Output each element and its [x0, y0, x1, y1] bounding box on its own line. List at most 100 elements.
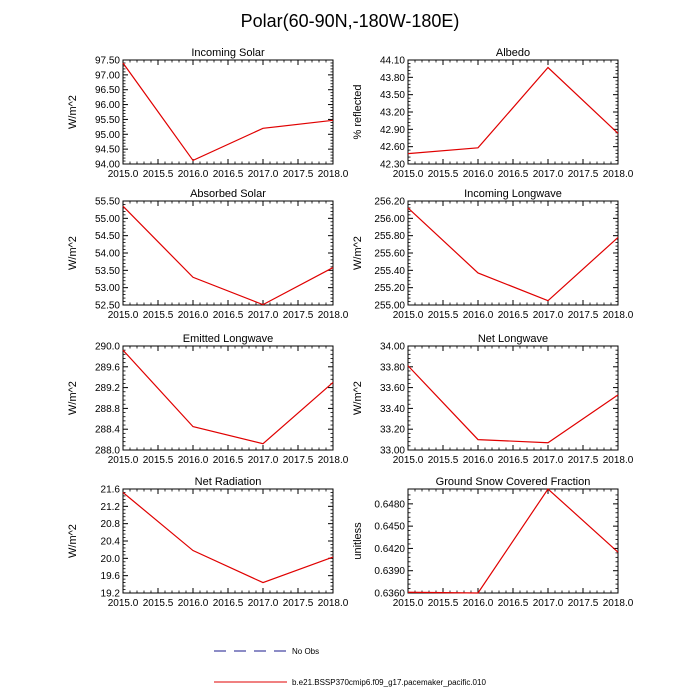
panel-title: Incoming Solar: [191, 47, 265, 59]
panel-1: Incoming Solar W/m^2 2015.0 2015.5 2016.0 201…: [67, 47, 349, 180]
y-tick-label: 255.00: [374, 301, 405, 312]
panels: Incoming Solar W/m^2 2015.0 2015.5 2016.0 201…: [67, 47, 634, 609]
y-tick-label: 19.6: [101, 571, 121, 582]
x-tick-label: 2015.5: [143, 310, 174, 321]
x-tick-label: 2016.0: [178, 455, 209, 466]
y-tick-label: 97.00: [95, 70, 120, 81]
plot-frame: [407, 59, 619, 165]
y-tick-label: 0.6450: [374, 522, 405, 533]
x-tick-label: 2017.0: [248, 455, 279, 466]
x-tick-label: 2016.5: [498, 310, 529, 321]
x-tick-label: 2016.5: [213, 455, 244, 466]
x-tick-label: 2016.0: [463, 455, 494, 466]
y-tick-label: 290.0: [95, 342, 120, 353]
y-tick-label: 20.8: [101, 519, 121, 530]
y-tick-label: 43.50: [380, 90, 405, 101]
y-tick-label: 43.20: [380, 108, 405, 119]
y-tick-label: 55.50: [95, 197, 120, 208]
series-line: [407, 207, 619, 302]
y-tick-label: 95.50: [95, 115, 120, 126]
x-tick-label: 2017.0: [533, 598, 564, 609]
y-tick-label: 21.2: [101, 502, 121, 513]
x-tick-label: 2016.0: [178, 598, 209, 609]
panel-7: Net Radiation W/m^2 2015.0 2015.5 2016.0 2016…: [67, 476, 349, 609]
y-axis-label: % reflected: [352, 84, 364, 139]
y-tick-label: 34.00: [380, 342, 405, 353]
x-tick-label: 2016.5: [213, 310, 244, 321]
x-tick-label: 2018.0: [318, 169, 349, 180]
panel-2: Albedo % reflected 2015.0 2015.5 2016.0 2016.…: [352, 47, 634, 180]
y-axis-label: W/m^2: [67, 95, 79, 129]
y-tick-label: 289.6: [95, 362, 120, 373]
x-tick-label: 2015.5: [428, 310, 459, 321]
panel-title: Ground Snow Covered Fraction: [436, 476, 591, 488]
y-tick-label: 19.2: [101, 589, 121, 600]
y-tick-label: 96.50: [95, 85, 120, 96]
series-line: [122, 205, 334, 306]
y-tick-label: 55.00: [95, 214, 120, 225]
x-tick-label: 2017.0: [533, 310, 564, 321]
plot-frame: [407, 200, 619, 306]
x-tick-label: 2016.5: [213, 598, 244, 609]
x-tick-label: 2017.5: [568, 598, 599, 609]
y-tick-label: 94.50: [95, 145, 120, 156]
x-tick-label: 2018.0: [603, 310, 634, 321]
series-line: [407, 488, 619, 594]
figure-title: Polar(60-90N,-180W-180E): [241, 11, 460, 31]
panel-title: Net Longwave: [478, 333, 548, 345]
x-tick-label: 2018.0: [603, 455, 634, 466]
x-tick-label: 2015.0: [108, 169, 139, 180]
x-tick-label: 2018.0: [318, 310, 349, 321]
legend: No Obs b.e21.BSSP370cmip6.f09_g17.pacemak…: [214, 647, 486, 687]
series-line: [122, 492, 334, 584]
x-tick-label: 2015.5: [143, 455, 174, 466]
x-tick-label: 2015.5: [428, 598, 459, 609]
y-tick-label: 33.40: [380, 404, 405, 415]
x-tick-label: 2015.0: [108, 598, 139, 609]
x-tick-label: 2018.0: [318, 598, 349, 609]
x-tick-label: 2015.0: [393, 598, 424, 609]
y-axis-label: W/m^2: [352, 236, 364, 270]
panel-title: Absorbed Solar: [190, 188, 266, 200]
x-tick-label: 2016.0: [463, 169, 494, 180]
legend-label: b.e21.BSSP370cmip6.f09_g17.pacemaker_pac…: [292, 678, 486, 687]
legend-label: No Obs: [292, 647, 319, 656]
plot-frame: [122, 200, 334, 306]
x-tick-label: 2017.5: [283, 598, 314, 609]
x-tick-label: 2015.0: [393, 169, 424, 180]
series-line: [122, 349, 334, 445]
x-tick-label: 2015.0: [108, 310, 139, 321]
y-tick-label: 94.00: [95, 160, 120, 171]
y-axis-label: W/m^2: [67, 381, 79, 415]
x-tick-label: 2015.0: [108, 455, 139, 466]
y-axis-label: unitless: [352, 522, 364, 560]
y-axis-label: W/m^2: [352, 381, 364, 415]
y-tick-label: 52.50: [95, 301, 120, 312]
x-tick-label: 2017.5: [568, 455, 599, 466]
x-tick-label: 2017.0: [533, 455, 564, 466]
y-tick-label: 256.20: [374, 197, 405, 208]
x-tick-label: 2016.5: [498, 455, 529, 466]
y-tick-label: 54.00: [95, 249, 120, 260]
panel-title: Emitted Longwave: [183, 333, 274, 345]
plot-frame: [122, 59, 334, 165]
x-tick-label: 2016.0: [178, 169, 209, 180]
x-tick-label: 2015.5: [428, 455, 459, 466]
y-tick-label: 33.60: [380, 383, 405, 394]
y-tick-label: 33.00: [380, 446, 405, 457]
x-tick-label: 2017.5: [283, 310, 314, 321]
panel-title: Albedo: [496, 47, 530, 59]
x-tick-label: 2016.0: [178, 310, 209, 321]
x-tick-label: 2016.5: [498, 598, 529, 609]
panel-title: Net Radiation: [195, 476, 262, 488]
x-tick-label: 2016.5: [498, 169, 529, 180]
plot-frame: [407, 345, 619, 451]
x-tick-label: 2018.0: [318, 455, 349, 466]
x-tick-label: 2016.0: [463, 310, 494, 321]
x-tick-label: 2015.5: [428, 169, 459, 180]
y-tick-label: 0.6420: [374, 544, 405, 555]
y-tick-label: 256.00: [374, 214, 405, 225]
panel-5: Emitted Longwave W/m^2 2015.0 2015.5 2016.0 2…: [67, 333, 349, 466]
y-tick-label: 43.80: [380, 73, 405, 84]
